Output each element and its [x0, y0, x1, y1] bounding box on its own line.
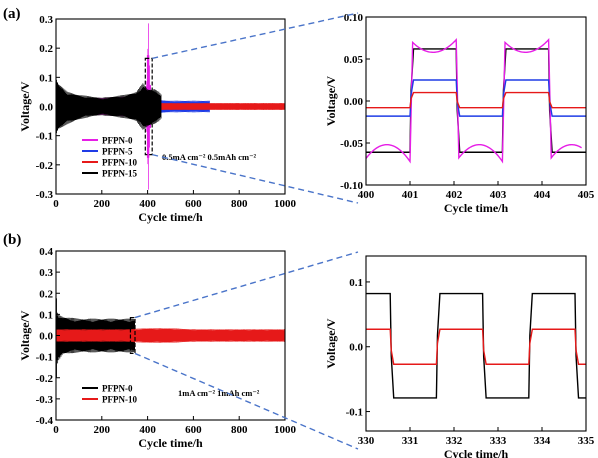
plot-area — [366, 37, 586, 164]
y-axis-label: Voltage/V — [324, 76, 338, 127]
zoom-connector-top — [134, 251, 359, 319]
x-tick-label: 404 — [534, 189, 551, 201]
zoom-connector-bottom — [134, 352, 359, 450]
chart-a-main: 0 200 400 600 800 1000 -0.3 -0.2 -0.1 0.0 0.1 0.2 0.… — [18, 14, 297, 224]
axes-frame — [55, 250, 286, 421]
series-pfpn-15 — [56, 79, 162, 134]
legend-label: PFPN-10 — [102, 395, 137, 405]
x-axis-label: Cycle time/h — [138, 210, 203, 224]
x-tick-label: 333 — [490, 435, 507, 447]
x-axis-label: Cycle time/h — [138, 436, 203, 450]
x-tick-label: 200 — [94, 198, 111, 210]
y-tick-label: -0.2 — [36, 373, 54, 385]
y-axis-label: Voltage/V — [324, 318, 338, 369]
x-tick-label: 401 — [402, 189, 419, 201]
y-tick-label: -0.3 — [36, 189, 54, 201]
panel-a-label: (a) — [3, 6, 21, 22]
x-tick-label: 800 — [231, 198, 248, 210]
legend-label: PFPN-0 — [102, 384, 133, 394]
y-tick-label: -0.05 — [340, 138, 363, 150]
y-tick-label: 0.3 — [39, 14, 53, 26]
y-tick-label: 0.00 — [344, 96, 364, 108]
y-tick-label: 0.05 — [344, 54, 364, 66]
x-tick-label: 0 — [53, 198, 59, 210]
y-tick-label: -0.2 — [36, 160, 54, 172]
x-tick-label: 331 — [402, 435, 419, 447]
chart-b-main: 0 200 400 600 800 1000 -0.4 -0.3 -0.2 -0.1 0.0 0.1 0… — [18, 246, 297, 450]
y-tick-label: 0.0 — [39, 102, 53, 114]
x-tick-label: 1000 — [274, 198, 297, 210]
x-tick-label: 200 — [94, 424, 111, 436]
y-tick-label: 0.1 — [349, 277, 363, 289]
x-tick-label: 600 — [185, 424, 202, 436]
y-tick-label: -0.1 — [36, 131, 53, 143]
plot-area — [366, 292, 586, 399]
x-tick-label: 600 — [185, 198, 202, 210]
y-tick-label: 0.0 — [39, 331, 53, 343]
plot-area — [56, 267, 285, 404]
x-tick-label: 800 — [231, 424, 248, 436]
series-line-0 — [366, 48, 586, 153]
y-tick-label: 0.10 — [344, 12, 364, 24]
y-tick-label: 0.2 — [39, 288, 53, 300]
y-tick-label: -0.10 — [340, 180, 363, 192]
y-tick-label: -0.4 — [36, 415, 54, 427]
x-tick-label: 400 — [358, 189, 375, 201]
x-axis-label: Cycle time/h — [444, 447, 509, 458]
axes-frame — [365, 16, 587, 186]
y-tick-label: -0.1 — [346, 407, 363, 419]
y-axis-label: Voltage/V — [18, 81, 32, 132]
chart-b-zoom: 330 331 332 333 334 335 -0.1 0.0 0.1 Cycle time/h… — [324, 255, 595, 458]
series-line-1 — [366, 37, 582, 164]
x-tick-label: 400 — [139, 424, 156, 436]
zoom-connector-top — [152, 12, 359, 60]
zoom-box — [144, 57, 153, 156]
x-tick-label: 334 — [534, 435, 551, 447]
panel-b-label: (b) — [3, 232, 22, 248]
series-pfpn-10 — [56, 328, 285, 343]
series-line-2 — [366, 79, 586, 117]
chart-a-zoom: 400 401 402 403 404 405 -0.10 -0.05 0.00 0.05 0.10… — [324, 12, 595, 215]
x-tick-label: 403 — [490, 189, 507, 201]
x-tick-label: 332 — [446, 435, 463, 447]
x-axis-label: Cycle time/h — [444, 201, 509, 215]
zoom-box — [129, 316, 136, 355]
y-tick-label: 0.4 — [39, 246, 53, 258]
y-tick-label: 0.2 — [39, 43, 53, 55]
legend-label: PFPN-0 — [102, 136, 133, 146]
zoom-connector-bottom — [152, 153, 359, 204]
x-tick-label: 0 — [53, 424, 59, 436]
series-line-0 — [366, 292, 586, 399]
y-tick-label: 0.3 — [39, 267, 53, 279]
axes-frame — [365, 255, 587, 432]
legend-label: PFPN-15 — [102, 169, 137, 179]
series-line-3 — [366, 91, 586, 109]
axes-frame — [55, 18, 286, 195]
series-line-1 — [366, 328, 586, 365]
y-tick-label: 0.1 — [39, 72, 53, 84]
y-tick-label: 0.0 — [349, 342, 363, 354]
current-density-annotation: 1mA cm⁻² 1mAh cm⁻² — [178, 388, 260, 398]
plot-area — [56, 23, 285, 190]
y-tick-label: -0.1 — [36, 352, 53, 364]
y-tick-label: 0.1 — [39, 309, 53, 321]
y-axis-label: Voltage/V — [18, 310, 32, 361]
x-tick-label: 405 — [578, 189, 595, 201]
x-tick-label: 330 — [358, 435, 375, 447]
y-tick-label: -0.3 — [36, 394, 54, 406]
legend-label: PFPN-5 — [102, 147, 133, 157]
x-tick-label: 335 — [578, 435, 595, 447]
current-density-annotation: 0.5mA cm⁻² 0.5mAh cm⁻² — [162, 152, 257, 162]
legend-label: PFPN-10 — [102, 158, 137, 168]
x-tick-label: 402 — [446, 189, 463, 201]
x-tick-label: 1000 — [274, 424, 297, 436]
x-tick-label: 400 — [139, 198, 156, 210]
